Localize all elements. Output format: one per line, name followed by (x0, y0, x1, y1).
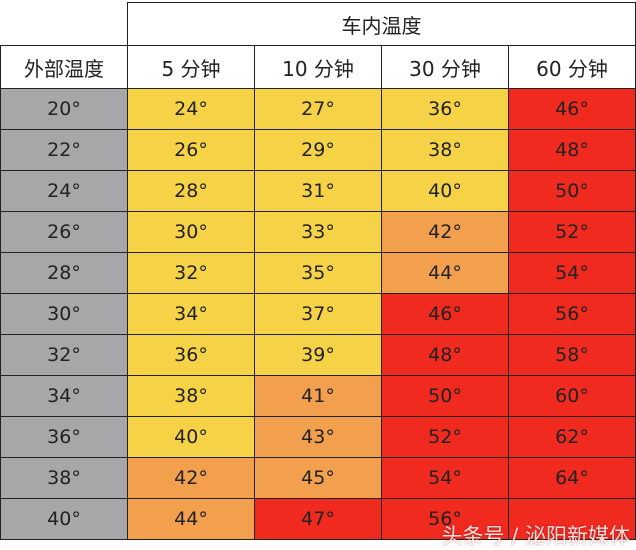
table-row: 32° 36° 39° 48° 58° (0, 334, 636, 376)
watermark: 头条号 / 泌阳新媒体 (441, 524, 630, 548)
outside-temp-cell: 34° (0, 375, 128, 417)
car-temp-cell: 52° (508, 211, 636, 253)
column-header: 60 分钟 (508, 45, 636, 89)
outside-temp-cell: 32° (0, 334, 128, 376)
table-row: 24° 28° 31° 40° 50° (0, 170, 636, 212)
column-header: 30 分钟 (381, 45, 509, 89)
outside-temp-cell: 28° (0, 252, 128, 294)
car-temp-cell: 50° (508, 170, 636, 212)
car-temp-cell: 44° (127, 498, 255, 540)
car-temp-cell: 62° (508, 416, 636, 458)
car-temp-cell: 38° (381, 129, 509, 171)
car-temp-cell: 34° (127, 293, 255, 335)
table-row: 34° 38° 41° 50° 60° (0, 375, 636, 417)
car-temp-cell: 48° (381, 334, 509, 376)
car-temp-cell: 54° (508, 252, 636, 294)
table-row: 38° 42° 45° 54° 64° (0, 457, 636, 499)
table-row: 36° 40° 43° 52° 62° (0, 416, 636, 458)
car-temp-cell: 33° (254, 211, 382, 253)
car-temp-cell: 35° (254, 252, 382, 294)
outside-temp-cell: 36° (0, 416, 128, 458)
car-temp-cell: 26° (127, 129, 255, 171)
outside-temp-cell: 38° (0, 457, 128, 499)
car-temp-cell: 28° (127, 170, 255, 212)
table-row: 26° 30° 33° 42° 52° (0, 211, 636, 253)
table-row: 28° 32° 35° 44° 54° (0, 252, 636, 294)
car-temp-cell: 37° (254, 293, 382, 335)
group-header: 车内温度 (127, 2, 636, 46)
car-temp-cell: 41° (254, 375, 382, 417)
car-temp-cell: 36° (127, 334, 255, 376)
car-temp-cell: 40° (127, 416, 255, 458)
car-temp-cell: 58° (508, 334, 636, 376)
car-temp-cell: 54° (381, 457, 509, 499)
car-temp-cell: 56° (381, 498, 509, 540)
car-temp-cell: 36° (381, 88, 509, 130)
temperature-table: 车内温度 外部温度 5 分钟 10 分钟 30 分钟 60 分钟 20° 24° 27° 3… (0, 2, 636, 540)
car-temp-cell: 48° (508, 129, 636, 171)
outside-temp-cell: 22° (0, 129, 128, 171)
car-temp-cell: 40° (381, 170, 509, 212)
car-temp-cell: 42° (127, 457, 255, 499)
car-temp-cell: 24° (127, 88, 255, 130)
table-row: 20° 24° 27° 36° 46° (0, 88, 636, 130)
car-temp-cell: 44° (381, 252, 509, 294)
car-temp-cell: 43° (254, 416, 382, 458)
car-temp-cell: 46° (508, 88, 636, 130)
outside-temp-cell: 20° (0, 88, 128, 130)
car-temp-cell: 52° (381, 416, 509, 458)
outside-temp-cell: 26° (0, 211, 128, 253)
car-temp-cell: 45° (254, 457, 382, 499)
table-row: 22° 26° 29° 38° 48° (0, 129, 636, 171)
car-temp-cell: 27° (254, 88, 382, 130)
car-temp-cell: 50° (381, 375, 509, 417)
car-temp-cell: 64° (508, 457, 636, 499)
column-header: 10 分钟 (254, 45, 382, 89)
car-temp-cell: 32° (127, 252, 255, 294)
row-header: 外部温度 (0, 45, 128, 89)
column-header: 5 分钟 (127, 45, 255, 89)
car-temp-cell: 38° (127, 375, 255, 417)
car-temp-cell: 47° (254, 498, 382, 540)
table-row: 40° 44° 47° 56° (0, 498, 636, 540)
outside-temp-cell: 24° (0, 170, 128, 212)
corner-blank (0, 2, 128, 46)
car-temp-cell: 31° (254, 170, 382, 212)
car-temp-cell: 60° (508, 375, 636, 417)
car-temp-cell: 39° (254, 334, 382, 376)
car-temp-cell: 56° (508, 293, 636, 335)
table-row: 30° 34° 37° 46° 56° (0, 293, 636, 335)
car-temp-cell: 46° (381, 293, 509, 335)
car-temp-cell: 42° (381, 211, 509, 253)
outside-temp-cell: 30° (0, 293, 128, 335)
outside-temp-cell: 40° (0, 498, 128, 540)
car-temp-cell (508, 498, 636, 540)
car-temp-cell: 30° (127, 211, 255, 253)
car-temp-cell: 29° (254, 129, 382, 171)
